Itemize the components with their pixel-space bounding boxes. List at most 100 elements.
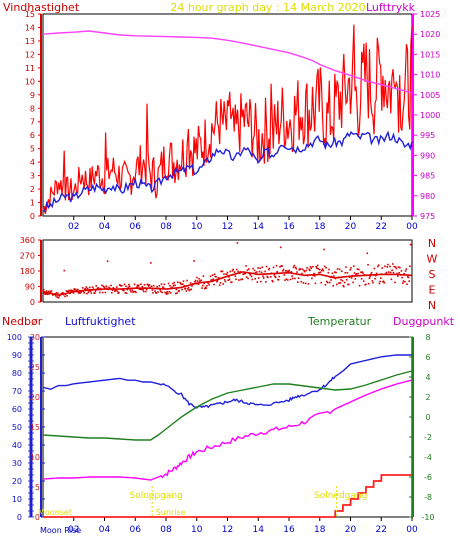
direction-point [142, 289, 144, 291]
x-tick-label: 06 [130, 222, 142, 232]
rain-tick-label: 0 [35, 513, 40, 522]
direction-point [315, 266, 317, 268]
x-tick-label: 04 [99, 222, 111, 232]
direction-point [178, 289, 180, 292]
x-tick-label: 16 [283, 222, 295, 232]
direction-point [333, 271, 336, 273]
direction-point [174, 284, 176, 286]
direction-point [333, 275, 335, 277]
direction-point [104, 291, 107, 294]
direction-point [72, 289, 74, 292]
direction-point [265, 281, 267, 283]
direction-point [203, 282, 205, 285]
direction-point [175, 288, 178, 291]
x-tick-label: 04 [99, 525, 111, 535]
humidity-tick-label: 20 [12, 477, 22, 486]
direction-point [309, 266, 312, 268]
direction-point [387, 271, 390, 273]
direction-point [166, 291, 168, 293]
direction-point [224, 280, 227, 283]
direction-point [305, 269, 308, 272]
direction-point [357, 272, 359, 275]
direction-point [360, 278, 363, 280]
direction-point [106, 287, 108, 289]
direction-point [128, 283, 130, 286]
direction-point [244, 272, 246, 275]
wind-x-ticks: 02 04 06 08 10 12 14 16 18 20 22 00 [68, 216, 418, 232]
pressure-tick-label: 990 [420, 151, 435, 160]
direction-point [212, 278, 215, 280]
direction-point [398, 272, 400, 274]
temperature-tick-label: 4 [425, 373, 430, 382]
direction-point [226, 273, 228, 275]
direction-point [284, 270, 287, 272]
temperature-tick-label: -6 [424, 473, 432, 482]
rain-tick-label: 30 [30, 333, 40, 342]
direction-point [256, 281, 259, 283]
direction-point [392, 263, 394, 265]
direction-point [169, 285, 171, 287]
direction-point [288, 269, 290, 272]
direction-point [226, 271, 229, 274]
direction-tick-label: 90 [25, 283, 35, 292]
direction-point [199, 280, 201, 282]
pressure-tick-label: 1020 [420, 30, 440, 39]
direction-ticks: 0 90 180 270 360 [20, 236, 41, 307]
direction-point [232, 268, 234, 271]
direction-point [147, 285, 150, 287]
direction-point [397, 275, 399, 277]
direction-point [205, 287, 207, 289]
direction-point [87, 291, 90, 294]
direction-point [97, 287, 100, 289]
direction-point [309, 269, 311, 272]
direction-point [196, 276, 198, 279]
rain-line [43, 474, 412, 518]
direction-mean-line [42, 271, 413, 296]
direction-point [78, 292, 80, 294]
direction-point [70, 289, 73, 292]
direction-point [45, 290, 48, 292]
direction-point [346, 272, 349, 274]
direction-point [281, 265, 283, 267]
direction-point [223, 279, 226, 281]
direction-point [356, 268, 359, 270]
direction-point [287, 270, 290, 273]
direction-point [274, 275, 276, 278]
direction-point [343, 285, 345, 288]
direction-point [355, 273, 358, 275]
direction-point [379, 280, 381, 283]
direction-point [209, 275, 212, 278]
direction-point [386, 266, 388, 268]
x-tick-label: 20 [345, 222, 357, 232]
direction-point [171, 286, 173, 289]
humidity-label: Luftfuktighet [65, 315, 136, 328]
direction-point [314, 275, 316, 277]
direction-point [241, 278, 244, 280]
direction-point [81, 287, 84, 289]
direction-point [392, 271, 395, 274]
direction-point [409, 265, 411, 267]
direction-point [257, 267, 259, 269]
x-tick-label: 16 [283, 525, 295, 535]
pressure-label: Lufttrykk [366, 1, 416, 14]
direction-point [47, 292, 49, 295]
direction-point [68, 289, 71, 292]
direction-point [63, 269, 66, 272]
pressure-tick-label: 980 [420, 192, 435, 201]
direction-point [259, 267, 261, 270]
direction-point [266, 275, 268, 278]
direction-point [362, 280, 365, 282]
direction-tick-label: 270 [20, 252, 35, 261]
wind-gust-line [42, 24, 413, 214]
direction-point [200, 279, 202, 281]
x-tick-label: 08 [160, 525, 172, 535]
direction-point [206, 285, 208, 287]
direction-point [304, 282, 307, 285]
direction-series [42, 242, 413, 299]
direction-point [176, 292, 178, 294]
direction-point [147, 284, 149, 286]
direction-point [350, 267, 352, 269]
direction-point [324, 284, 327, 286]
direction-point [406, 283, 408, 286]
temperature-label: Temperatur [307, 315, 372, 328]
